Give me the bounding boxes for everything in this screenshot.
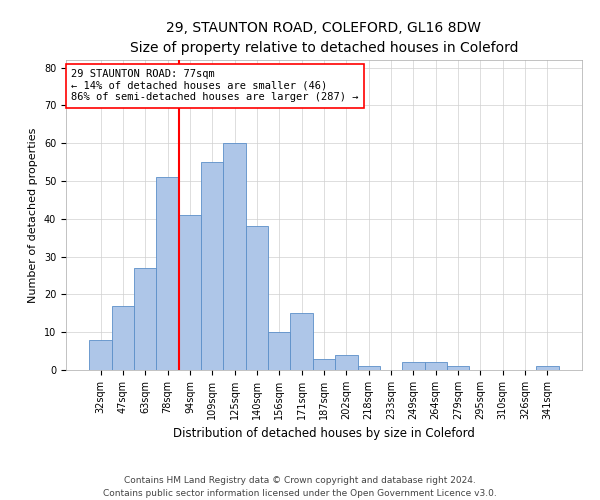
- Y-axis label: Number of detached properties: Number of detached properties: [28, 128, 38, 302]
- Bar: [134, 268, 157, 370]
- Bar: [335, 355, 358, 370]
- Bar: [223, 143, 246, 370]
- Bar: [313, 358, 335, 370]
- Title: 29, STAUNTON ROAD, COLEFORD, GL16 8DW
Size of property relative to detached hous: 29, STAUNTON ROAD, COLEFORD, GL16 8DW Si…: [130, 21, 518, 54]
- X-axis label: Distribution of detached houses by size in Coleford: Distribution of detached houses by size …: [173, 428, 475, 440]
- Bar: [268, 332, 290, 370]
- Text: Contains HM Land Registry data © Crown copyright and database right 2024.
Contai: Contains HM Land Registry data © Crown c…: [103, 476, 497, 498]
- Text: 29 STAUNTON ROAD: 77sqm
← 14% of detached houses are smaller (46)
86% of semi-de: 29 STAUNTON ROAD: 77sqm ← 14% of detache…: [71, 70, 359, 102]
- Bar: [246, 226, 268, 370]
- Bar: [402, 362, 425, 370]
- Bar: [425, 362, 447, 370]
- Bar: [157, 177, 179, 370]
- Bar: [179, 215, 201, 370]
- Bar: [112, 306, 134, 370]
- Bar: [358, 366, 380, 370]
- Bar: [201, 162, 223, 370]
- Bar: [290, 314, 313, 370]
- Bar: [447, 366, 469, 370]
- Bar: [536, 366, 559, 370]
- Bar: [89, 340, 112, 370]
